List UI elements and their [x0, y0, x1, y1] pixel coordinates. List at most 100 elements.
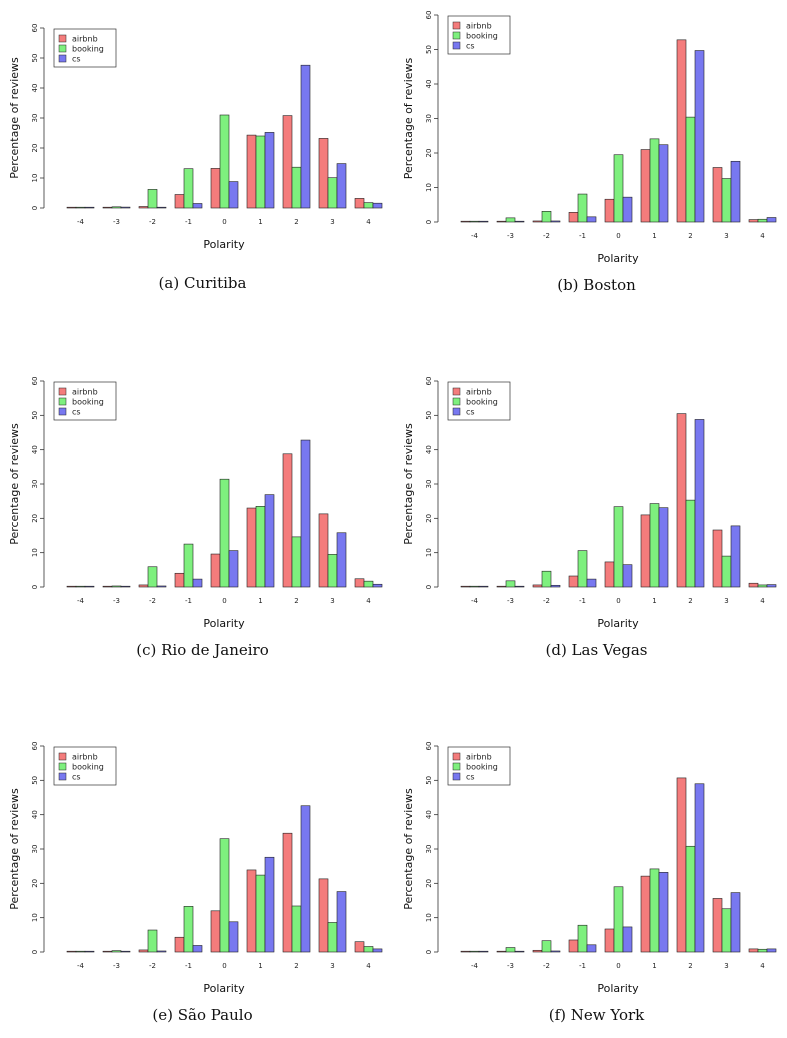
bar-cs	[192, 578, 203, 588]
x-tick-label: -2	[149, 597, 156, 605]
legend-label-booking: booking	[466, 32, 498, 41]
legend-swatch-cs	[452, 407, 461, 416]
bar-airbnb	[354, 941, 365, 953]
x-tick-label: -1	[185, 962, 192, 970]
bar-cs	[550, 220, 561, 223]
x-tick-label: 4	[760, 597, 765, 605]
y-axis-title: Percentage of reviews	[8, 57, 21, 179]
bar-cs	[622, 926, 633, 953]
bar-booking	[541, 570, 552, 588]
legend-swatch-airbnb	[58, 752, 67, 761]
bar-booking	[505, 947, 516, 953]
bar-booking	[469, 950, 480, 953]
x-tick-label: -4	[77, 962, 85, 970]
bar-booking	[577, 924, 588, 953]
bar-airbnb	[210, 910, 221, 953]
figure-caption: (e) São Paulo	[152, 1006, 253, 1024]
bar-booking	[219, 114, 230, 209]
bar-airbnb	[712, 898, 723, 953]
y-tick-label: 20	[31, 144, 39, 153]
bar-booking	[111, 950, 122, 953]
bar-cs	[264, 132, 275, 209]
bar-cs	[478, 585, 489, 588]
bar-cs	[550, 584, 561, 588]
legend-swatch-booking	[452, 397, 461, 406]
bar-cs	[514, 220, 525, 223]
x-axis-title: Polarity	[203, 982, 245, 995]
y-tick-label: 50	[425, 45, 433, 54]
bar-booking	[327, 922, 338, 953]
x-tick-label: 4	[366, 597, 371, 605]
x-tick-label: -2	[149, 962, 156, 970]
x-tick-label: 4	[760, 232, 765, 240]
x-tick-label: -4	[471, 232, 479, 240]
bar-booking	[649, 868, 660, 953]
bar-booking	[147, 189, 158, 209]
y-tick-label: 60	[425, 11, 433, 20]
bar-booking	[541, 940, 552, 953]
bar-booking	[291, 905, 302, 953]
bar-cs	[156, 206, 167, 209]
legend-label-cs: cs	[466, 42, 475, 51]
y-tick-label: 10	[425, 183, 433, 192]
bar-airbnb	[640, 875, 651, 953]
bar-cs	[84, 585, 95, 588]
y-tick-label: 20	[31, 879, 39, 888]
bar-cs	[766, 584, 777, 588]
bar-airbnb	[282, 832, 293, 953]
legend-swatch-booking	[452, 31, 461, 40]
x-tick-label: 3	[330, 218, 334, 226]
bar-airbnb	[318, 138, 329, 209]
x-tick-label: -4	[77, 218, 85, 226]
bar-cs	[192, 945, 203, 953]
x-tick-label: 4	[366, 962, 371, 970]
legend-label-cs: cs	[72, 773, 81, 782]
x-tick-label: 2	[294, 962, 298, 970]
x-tick-label: -2	[543, 597, 550, 605]
legend-swatch-airbnb	[452, 752, 461, 761]
bar-cs	[300, 64, 311, 209]
x-tick-label: 1	[258, 597, 262, 605]
y-tick-label: 40	[425, 80, 433, 89]
x-tick-label: 2	[294, 218, 298, 226]
bar-booking	[183, 168, 194, 209]
bar-booking	[721, 908, 732, 953]
y-tick-label: 50	[31, 411, 39, 420]
bar-airbnb	[460, 950, 471, 953]
y-tick-label: 40	[425, 810, 433, 819]
bar-booking	[685, 845, 696, 953]
y-tick-label: 50	[31, 776, 39, 785]
y-tick-label: 40	[425, 445, 433, 454]
bar-cs	[300, 439, 311, 588]
bar-booking	[255, 874, 266, 953]
bar-cs	[586, 578, 597, 588]
bar-cs	[478, 220, 489, 223]
bar-booking	[505, 217, 516, 223]
legend-swatch-airbnb	[58, 34, 67, 43]
bar-cs	[586, 216, 597, 223]
legend-label-airbnb: airbnb	[466, 753, 492, 762]
y-tick-label: 0	[31, 206, 39, 210]
y-tick-label: 20	[425, 514, 433, 523]
legend-swatch-cs	[452, 772, 461, 781]
bar-booking	[363, 946, 374, 953]
y-tick-label: 40	[31, 810, 39, 819]
bar-booking	[75, 950, 86, 953]
bar-booking	[219, 478, 230, 588]
bar-cs	[694, 50, 705, 223]
x-tick-label: 2	[688, 232, 692, 240]
bar-cs	[156, 950, 167, 953]
y-tick-label: 0	[31, 950, 39, 954]
bar-cs	[120, 206, 131, 209]
bar-airbnb	[676, 777, 687, 953]
y-tick-label: 60	[31, 742, 39, 751]
bar-cs	[84, 950, 95, 953]
y-tick-label: 20	[425, 879, 433, 888]
figure-caption: (d) Las Vegas	[545, 641, 648, 659]
x-tick-label: 2	[294, 597, 298, 605]
y-tick-label: 50	[425, 776, 433, 785]
bar-cs	[658, 144, 669, 223]
x-tick-label: 1	[258, 962, 262, 970]
y-tick-label: 10	[425, 913, 433, 922]
